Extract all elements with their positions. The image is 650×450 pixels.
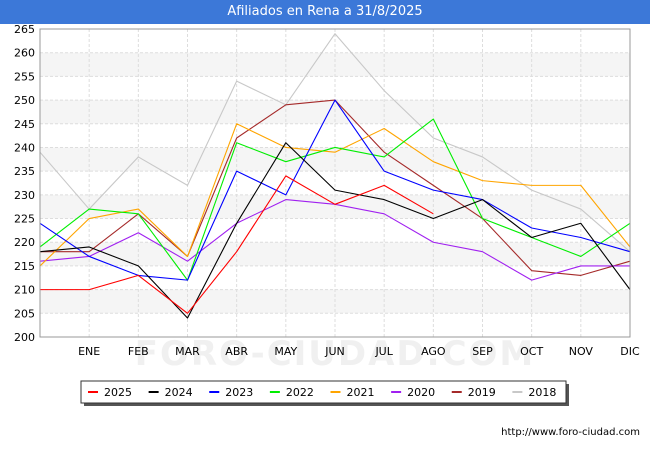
legend-label-2020: 2020 <box>407 386 435 399</box>
series-lines <box>39 33 631 319</box>
x-tick-label: JUN <box>324 345 345 358</box>
legend-label-2025: 2025 <box>104 386 132 399</box>
x-tick-label: JUL <box>374 345 393 358</box>
series-line-2021 <box>39 123 631 267</box>
y-tick-label: 255 <box>14 70 35 83</box>
series-line-2018 <box>39 33 631 253</box>
legend-label-2024: 2024 <box>165 386 193 399</box>
x-tick-label: SEP <box>472 345 493 358</box>
x-tick-label: MAR <box>175 345 200 358</box>
chart-title: Afiliados en Rena a 31/8/2025 <box>0 0 650 24</box>
y-tick-label: 225 <box>14 213 35 226</box>
legend-label-2019: 2019 <box>468 386 496 399</box>
x-tick-label: FEB <box>128 345 149 358</box>
x-tick-label: ENE <box>78 345 100 358</box>
legend-label-2018: 2018 <box>528 386 556 399</box>
x-tick-label: DIC <box>620 345 640 358</box>
x-tick-label: OCT <box>520 345 543 358</box>
watermark: FORO-CIUDAD.COM <box>135 334 536 374</box>
x-tick-label: AGO <box>421 345 446 358</box>
footer-url: http://www.foro-ciudad.com <box>501 427 640 438</box>
plot-border <box>39 28 631 338</box>
x-tick-label: NOV <box>569 345 594 358</box>
y-tick-label: 260 <box>14 47 35 60</box>
y-tick-label: 200 <box>14 331 35 344</box>
y-tick-label: 265 <box>14 23 35 36</box>
y-tick-label: 220 <box>14 236 35 249</box>
legend-label-2022: 2022 <box>286 386 314 399</box>
legend-box <box>80 380 567 404</box>
y-tick-label: 240 <box>14 141 35 154</box>
y-tick-label: 205 <box>14 307 35 320</box>
y-tick-label: 210 <box>14 284 35 297</box>
series-line-2025 <box>40 175 434 314</box>
series-line-2024 <box>39 142 631 319</box>
axes: 200 205 210 215 220 225 230 235 240 245 250 255 260 2… <box>14 23 640 358</box>
y-tick-label: 215 <box>14 260 35 273</box>
legend: 2025 2024 2023 2022 2021 2020 2019 2018 <box>80 380 569 406</box>
legend-label-2023: 2023 <box>225 386 253 399</box>
gridlines <box>40 28 631 338</box>
x-tick-label: MAY <box>274 345 297 358</box>
y-tick-label: 235 <box>14 165 35 178</box>
y-tick-label: 245 <box>14 118 35 131</box>
y-tick-label: 230 <box>14 189 35 202</box>
y-tick-label: 250 <box>14 94 35 107</box>
legend-label-2021: 2021 <box>347 386 375 399</box>
x-tick-label: ABR <box>225 345 248 358</box>
